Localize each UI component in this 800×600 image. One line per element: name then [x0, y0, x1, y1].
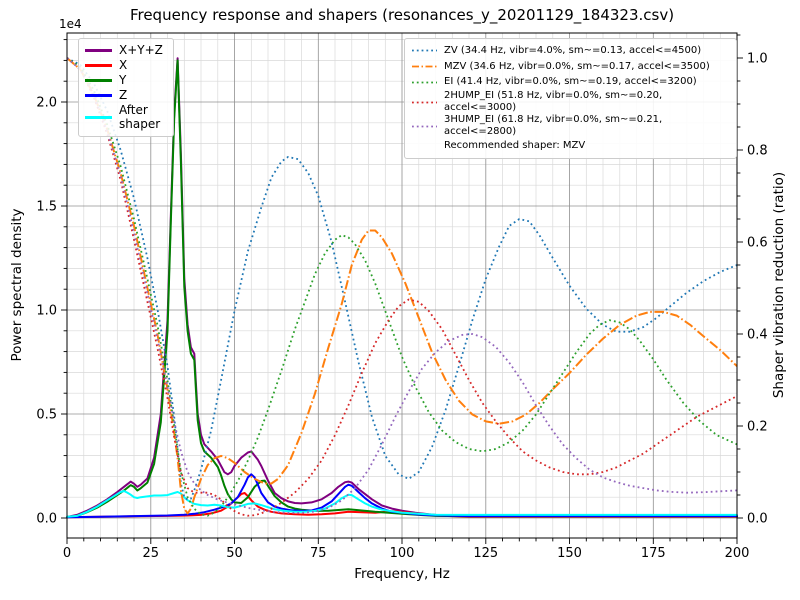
legend-dashdot-line-swatch	[412, 65, 437, 68]
x-tick-label: 175	[641, 546, 666, 561]
curve-shaper-ei	[66, 57, 738, 517]
legend-label: Z	[119, 88, 128, 103]
legend-item: EI (41.4 Hz, vibr=0.0%, sm~=0.19, accel<…	[411, 74, 730, 90]
legend-item: After shaper	[85, 103, 167, 132]
shaper-curves	[66, 57, 738, 517]
y-right-tick-label: 0.4	[747, 328, 768, 343]
axis-ticks	[61, 34, 743, 544]
y-right-tick-label: 0.8	[747, 144, 768, 159]
legend-shapers: ZV (34.4 Hz, vibr=4.0%, sm~=0.13, accel<…	[404, 38, 737, 159]
legend-label: MZV (34.6 Hz, vibr=0.0%, sm~=0.17, accel…	[444, 60, 710, 72]
curve-shaper-3hump_ei	[66, 57, 738, 514]
legend-item: MZV (34.6 Hz, vibr=0.0%, sm~=0.17, accel…	[411, 59, 730, 75]
legend-label: ZV (34.4 Hz, vibr=4.0%, sm~=0.13, accel<…	[444, 44, 702, 56]
x-tick-label: 75	[310, 546, 327, 561]
y-left-tick-label: 1.0	[36, 304, 57, 319]
curve-psd-after-shaper	[66, 490, 738, 518]
x-tick-label: 125	[473, 546, 498, 561]
recommended-shaper-note: Recommended shaper: MZV	[444, 139, 586, 151]
y-right-tick-label: 0.0	[747, 512, 768, 527]
y-right-tick-label: 0.6	[747, 236, 768, 251]
x-axis-label: Frequency, Hz	[354, 566, 450, 582]
y-left-tick-label: 1.5	[36, 200, 57, 215]
legend-label: X+Y+Z	[119, 43, 163, 58]
x-tick-label: 200	[725, 546, 750, 561]
y-left-tick-label: 0.5	[36, 408, 57, 423]
legend-label: Y	[119, 73, 127, 88]
legend-dotted-line-swatch	[412, 125, 437, 127]
y-axis-multiplier: 1e4	[59, 17, 82, 31]
legend-label: EI (41.4 Hz, vibr=0.0%, sm~=0.19, accel<…	[444, 76, 697, 88]
y-right-tick-label: 0.2	[747, 420, 768, 435]
x-tick-label: 0	[63, 546, 71, 561]
legend-line-swatch	[85, 49, 112, 52]
x-tick-label: 150	[557, 546, 582, 561]
chart-title: Frequency response and shapers (resonanc…	[129, 6, 675, 24]
legend-label: After shaper	[119, 103, 161, 132]
curve-psd-y	[66, 59, 738, 519]
legend-item: 3HUMP_EI (61.8 Hz, vibr=0.0%, sm~=0.21, …	[411, 114, 730, 138]
legend-dotted-line-swatch	[412, 49, 437, 52]
legend-item: Y	[85, 73, 167, 88]
x-tick-label: 50	[226, 546, 243, 561]
legend-footer: Recommended shaper: MZV	[411, 138, 730, 154]
curve-psd-x-y-z	[66, 57, 738, 518]
legend-line-swatch	[85, 79, 112, 82]
legend-label: 3HUMP_EI (61.8 Hz, vibr=0.0%, sm~=0.21, …	[444, 114, 663, 138]
legend-item: ZV (34.4 Hz, vibr=4.0%, sm~=0.13, accel<…	[411, 43, 730, 59]
legend-item: Z	[85, 88, 167, 103]
curve-shaper-mzv	[66, 57, 738, 515]
y-right-axis-label: Shaper vibration reduction (ratio)	[771, 171, 787, 399]
y-left-tick-label: 2.0	[36, 96, 57, 111]
legend-line-swatch	[85, 94, 112, 97]
legend-line-swatch	[85, 116, 112, 119]
legend-item: X+Y+Z	[85, 43, 167, 58]
legend-label: 2HUMP_EI (51.8 Hz, vibr=0.0%, sm~=0.20, …	[444, 90, 663, 114]
psd-curves	[66, 57, 738, 519]
curve-shaper-zv	[66, 57, 738, 501]
y-left-tick-label: 0.0	[36, 512, 57, 527]
x-tick-label: 100	[390, 546, 415, 561]
legend-line-swatch	[85, 64, 112, 67]
legend-psd: X+Y+Z X Y Z After shaper	[78, 38, 174, 137]
legend-dotted-line-swatch	[412, 101, 437, 103]
legend-item: 2HUMP_EI (51.8 Hz, vibr=0.0%, sm~=0.20, …	[411, 90, 730, 114]
y-left-axis-label: Power spectral density	[9, 208, 25, 362]
curve-shaper-2hump_ei	[66, 57, 738, 517]
tick-labels: 0 25 50 75 100 125 150 175 200 0.0 0.5 1.0 1.5 2.0 0.0…	[36, 52, 767, 562]
legend-dotted-line-swatch	[412, 81, 437, 84]
legend-label: X	[119, 58, 128, 73]
y-right-tick-label: 1.0	[747, 52, 768, 67]
x-tick-label: 25	[143, 546, 160, 561]
legend-item: X	[85, 58, 167, 73]
